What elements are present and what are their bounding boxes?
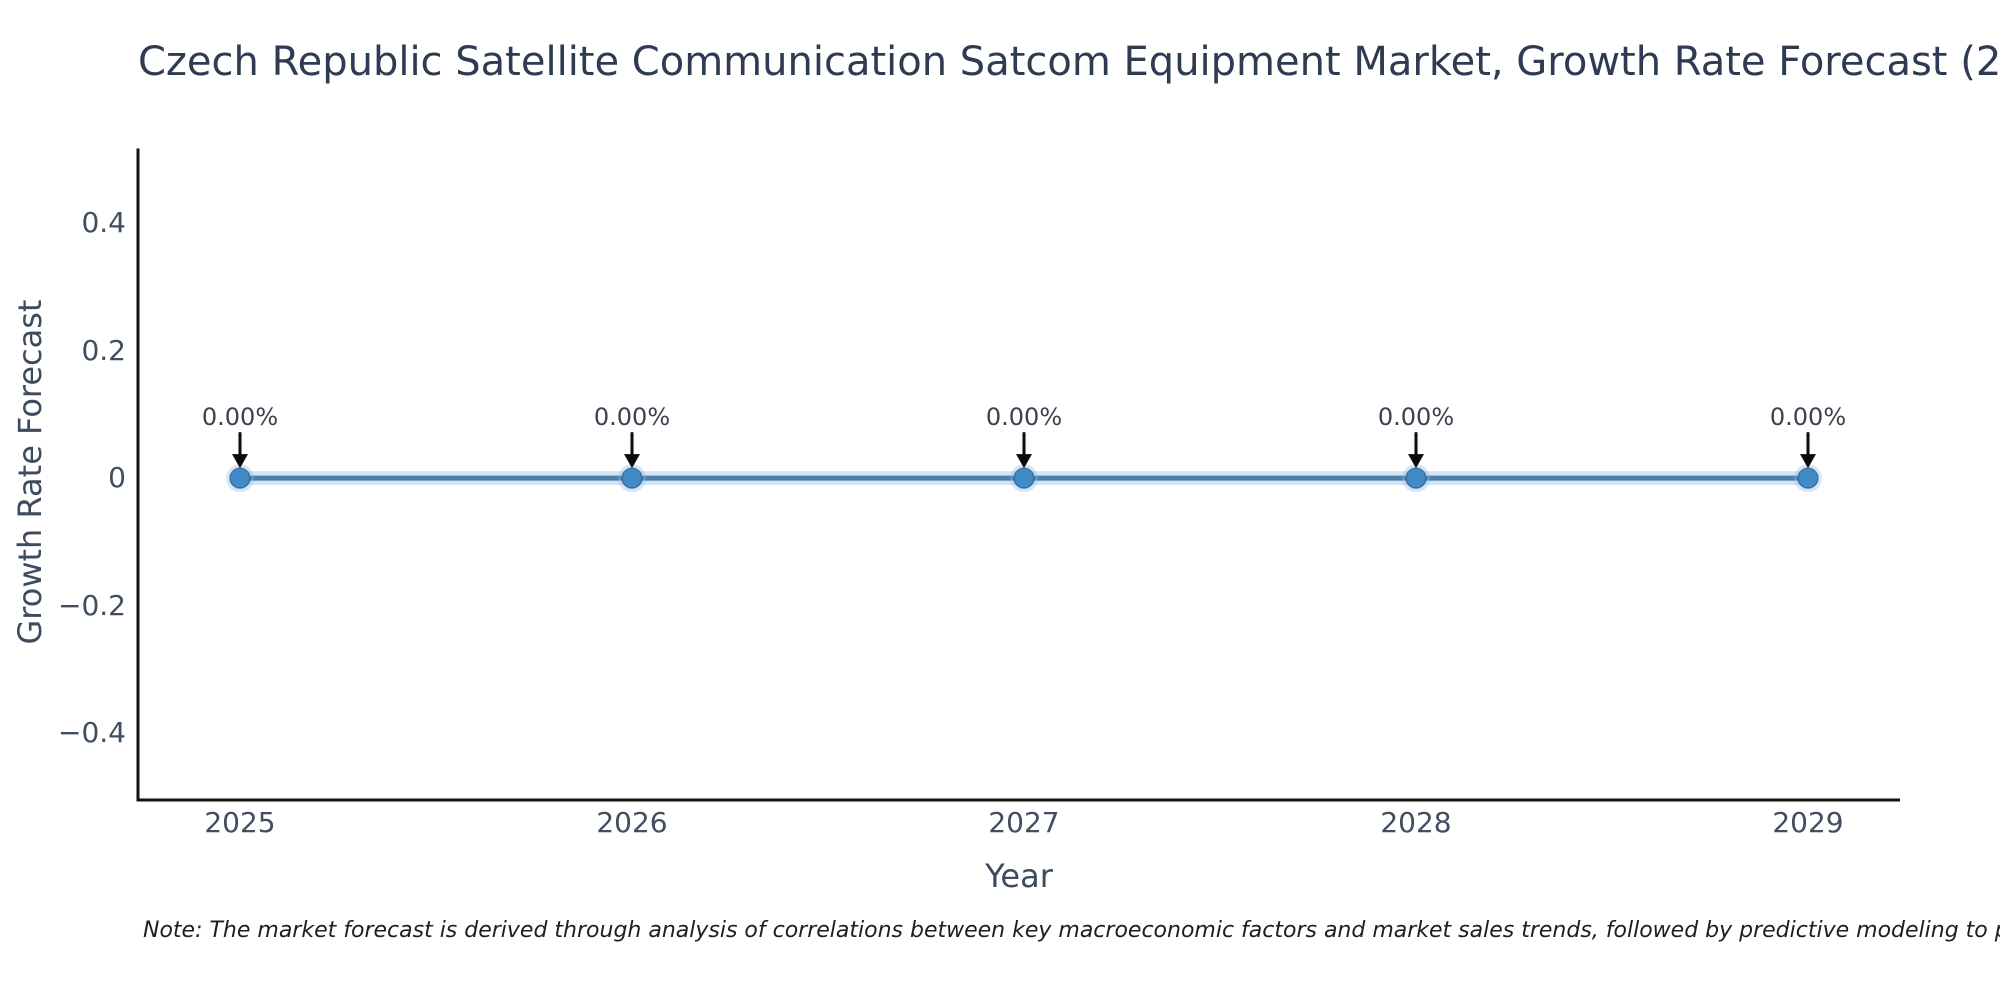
x-axis-label: Year [985,857,1053,895]
point-value-label: 0.00% [1769,403,1847,432]
annotation-arrow-head [1800,454,1816,469]
point-value-label: 0.00% [201,403,279,432]
x-tick-label: 2029 [1772,806,1844,839]
data-point-marker [229,467,251,489]
annotation-arrow-head [1016,454,1032,469]
x-tick-label: 2026 [596,806,668,839]
y-axis-label: Growth Rate Forecast [11,299,49,645]
point-value-label: 0.00% [593,403,671,432]
y-tick-label: −0.4 [58,716,126,750]
data-point-marker [1013,467,1035,489]
x-tick-label: 2025 [204,806,276,839]
footnote: Note: The market forecast is derived thr… [143,918,2000,943]
point-value-label: 0.00% [985,403,1063,432]
y-tick-label: −0.2 [58,588,126,622]
annotation-arrow-head [232,454,248,469]
data-point-marker [1797,467,1819,489]
y-tick-label: 0.2 [81,333,126,367]
x-tick-label: 2028 [1380,806,1452,839]
x-tick-label: 2027 [988,806,1060,839]
y-tick-label: 0 [108,461,126,495]
data-point-marker [1405,467,1427,489]
data-point-marker [621,467,643,489]
annotation-arrow-head [1408,454,1424,469]
point-value-label: 0.00% [1377,403,1455,432]
annotation-arrow-head [624,454,640,469]
chart-title: Czech Republic Satellite Communication S… [138,39,2000,85]
y-tick-label: 0.4 [81,206,126,240]
